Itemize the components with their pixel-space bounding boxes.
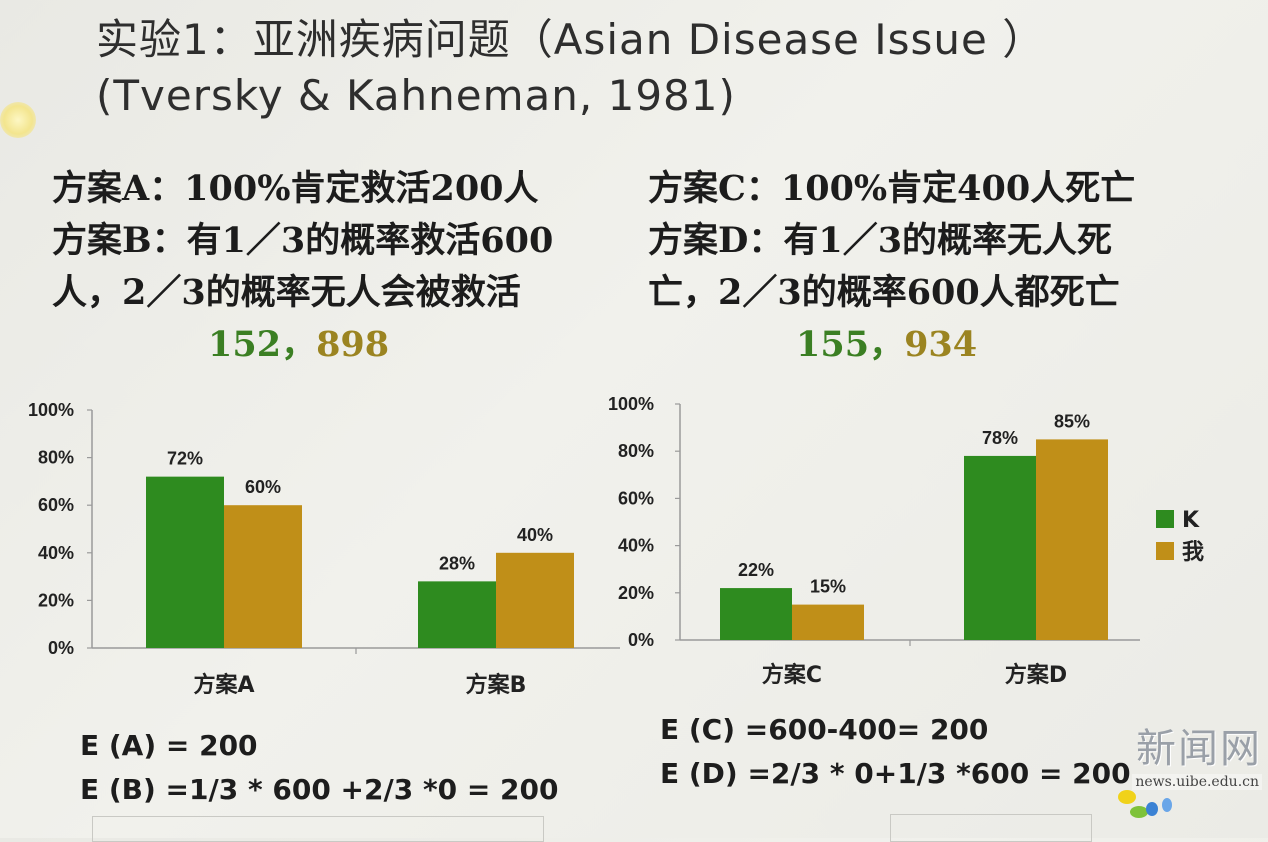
y-tick-label: 80%: [38, 448, 74, 468]
y-tick-label: 0%: [48, 638, 74, 658]
count-left-k: 152: [208, 324, 282, 365]
data-label: 22%: [738, 560, 774, 580]
count-left-separator: ，: [281, 324, 317, 365]
bar-方案B-我: [496, 552, 574, 648]
bar-方案A-我: [224, 505, 302, 648]
data-label: 60%: [245, 477, 281, 497]
data-label: 15%: [810, 577, 846, 597]
expectation-a: E (A) = 200: [80, 729, 258, 762]
scheme-b-line-1: 方案B：有1／3的概率救活600: [52, 220, 554, 261]
count-right-me: 934: [904, 324, 978, 365]
legend-label-k: K: [1182, 508, 1200, 533]
scheme-d-line-1: 方案D：有1／3的概率无人死: [648, 220, 1113, 261]
category-label: 方案B: [466, 672, 527, 698]
y-tick-label: 60%: [38, 495, 74, 515]
y-tick-label: 100%: [608, 394, 654, 414]
expectation-d: E (D) =2/3 * 0+1/3 *600 = 200: [660, 757, 1131, 790]
bar-方案C-我: [792, 604, 864, 640]
y-tick-label: 20%: [38, 590, 74, 610]
counts-left: 152，898: [208, 316, 389, 367]
watermark-name: 新闻网: [1136, 726, 1262, 772]
watermark: 新闻网 news.uibe.edu.cn: [1132, 716, 1262, 790]
data-label: 28%: [439, 553, 475, 573]
legend-swatch-k: [1156, 510, 1174, 528]
scheme-b-line-2: 人，2／3的概率无人会被救活: [52, 272, 521, 313]
scheme-d-line-2: 亡，2／3的概率600人都死亡: [648, 272, 1120, 313]
y-tick-label: 40%: [618, 536, 654, 556]
slide-title: 实验1：亚洲疾病问题（Asian Disease Issue ） (Tversk…: [96, 12, 1045, 124]
count-right-k: 155: [796, 324, 870, 365]
count-right-separator: ，: [869, 324, 905, 365]
category-label: 方案C: [762, 662, 822, 688]
bar-方案B-K: [418, 581, 496, 648]
y-tick-label: 60%: [618, 488, 654, 508]
bottom-panel-left: [92, 816, 544, 842]
bar-方案C-K: [720, 588, 792, 640]
title-line-1: 实验1：亚洲疾病问题（Asian Disease Issue ）: [96, 15, 1046, 64]
data-label: 40%: [517, 525, 553, 545]
count-left-me: 898: [316, 324, 390, 365]
title-line-2: (Tversky & Kahneman, 1981): [96, 71, 736, 120]
y-tick-label: 20%: [618, 583, 654, 603]
scheme-c: 方案C：100%肯定400人死亡: [648, 168, 1136, 209]
data-label: 85%: [1054, 411, 1090, 431]
y-tick-label: 80%: [618, 441, 654, 461]
data-label: 78%: [982, 428, 1018, 448]
watermark-url: news.uibe.edu.cn: [1132, 774, 1262, 790]
legend-label-me: 我: [1182, 540, 1204, 565]
y-tick-label: 0%: [628, 630, 654, 650]
expectation-c: E (C) =600-400= 200: [660, 713, 989, 746]
bar-方案D-K: [964, 455, 1036, 640]
charts-area: 0% 20% 40% 60% 80% 100% 72% 60% 方案A 28% 40% 方案B 0% 20…: [28, 394, 1204, 698]
category-label: 方案A: [193, 672, 254, 698]
counts-right: 155，934: [796, 316, 977, 367]
scheme-a: 方案A：100%肯定救活200人: [52, 168, 539, 209]
data-label: 72%: [167, 449, 203, 469]
legend-swatch-me: [1156, 542, 1174, 560]
light-reflection: [0, 102, 36, 138]
category-label: 方案D: [1005, 662, 1067, 688]
y-tick-label: 40%: [38, 543, 74, 563]
bar-方案A-K: [146, 476, 224, 648]
y-tick-label: 100%: [28, 400, 74, 420]
expectation-b: E (B) =1/3 * 600 +2/3 *0 = 200: [80, 773, 559, 806]
bar-方案D-我: [1036, 439, 1108, 640]
